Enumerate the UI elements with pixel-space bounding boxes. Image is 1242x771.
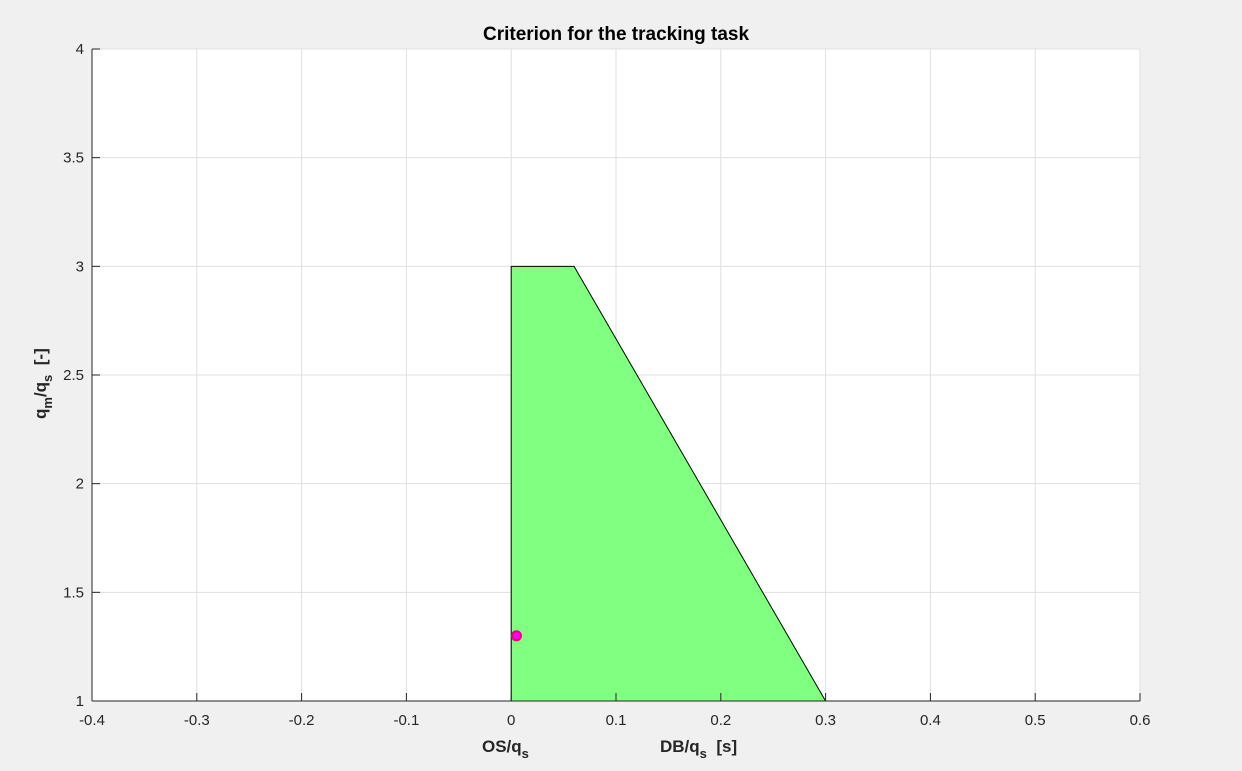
tick-labels: -0.4 -0.3 -0.2 -0.1 0 0.1 0.2 0.3 0.4 0.5 0.6 1 1.5 2… bbox=[63, 41, 1150, 729]
x-tick-label-1: -0.3 bbox=[184, 712, 210, 729]
x-axis-label-right: DB/qs [s] bbox=[660, 737, 737, 761]
y-tick-label-5: 3.5 bbox=[63, 150, 84, 167]
x-tick-label-4: 0 bbox=[507, 712, 515, 729]
chart-title: Criterion for the tracking task bbox=[483, 24, 749, 45]
y-tick-label-0: 1 bbox=[76, 693, 84, 710]
x-tick-label-5: 0.1 bbox=[606, 712, 627, 729]
x-axis-label-right-sub: s bbox=[700, 746, 707, 761]
x-axis-label-left: OS/qs bbox=[482, 737, 529, 761]
y-axis-label-sub2: s bbox=[40, 375, 55, 382]
x-tick-label-2: -0.2 bbox=[289, 712, 315, 729]
y-axis-label: qm/qs [-] bbox=[31, 348, 55, 419]
x-tick-label-6: 0.2 bbox=[710, 712, 731, 729]
y-axis-label-sub1: m bbox=[40, 397, 55, 409]
y-axis-label-main: q bbox=[31, 409, 50, 419]
x-axis-label-left-main: OS/q bbox=[482, 737, 522, 756]
x-tick-label-10: 0.6 bbox=[1130, 712, 1151, 729]
x-tick-label-0: -0.4 bbox=[79, 712, 105, 729]
y-axis-label-suffix: [-] bbox=[31, 348, 50, 374]
y-tick-label-2: 2 bbox=[76, 476, 84, 493]
x-axis-label-right-main: DB/q bbox=[660, 737, 700, 756]
y-tick-label-6: 4 bbox=[76, 41, 84, 58]
x-tick-label-8: 0.4 bbox=[920, 712, 941, 729]
y-tick-label-3: 2.5 bbox=[63, 367, 84, 384]
point-layer bbox=[510, 630, 522, 642]
y-tick-label-4: 3 bbox=[76, 258, 84, 275]
plot-layer: -0.4 -0.3 -0.2 -0.1 0 0.1 0.2 0.3 0.4 0.5 0.6 1 1.5 2… bbox=[63, 41, 1150, 729]
x-tick-label-7: 0.3 bbox=[815, 712, 836, 729]
x-axis-label-left-sub: s bbox=[522, 746, 529, 761]
axis-layer bbox=[91, 48, 1141, 702]
x-tick-label-9: 0.5 bbox=[1025, 712, 1046, 729]
x-axis-label-right-suffix: [s] bbox=[707, 737, 737, 756]
y-tick-label-1: 1.5 bbox=[63, 584, 84, 601]
x-tick-label-3: -0.1 bbox=[393, 712, 419, 729]
data-point-0 bbox=[510, 630, 522, 642]
y-axis-label-mid: /q bbox=[31, 382, 50, 397]
